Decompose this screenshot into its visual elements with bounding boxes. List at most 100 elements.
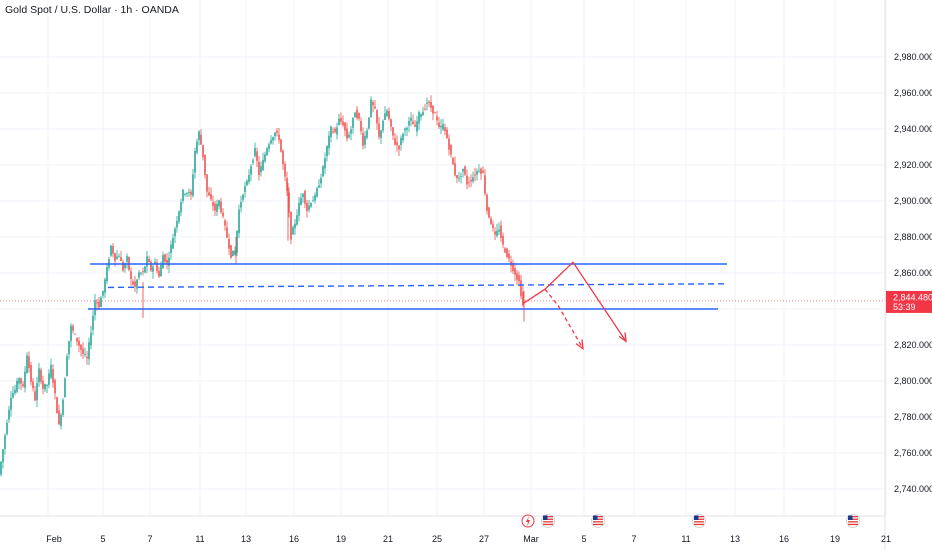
candle-body <box>498 229 500 232</box>
candle-body <box>298 202 300 216</box>
candle-body <box>352 117 354 128</box>
candle-body <box>8 409 10 420</box>
candle-body <box>278 134 280 140</box>
candle-body <box>266 148 268 155</box>
candle-body <box>256 151 258 162</box>
candle-body <box>16 381 18 392</box>
us-flag-event-icon[interactable] <box>591 514 605 528</box>
projection-dashed-path <box>544 288 584 349</box>
candle-body <box>280 139 282 152</box>
candle-body <box>66 356 68 376</box>
candle-body <box>146 256 148 267</box>
us-flag-event-icon[interactable] <box>846 514 860 528</box>
candle-body <box>20 378 22 384</box>
candle-body <box>214 203 216 211</box>
candle-body <box>446 129 448 139</box>
y-tick-label: 2,860.000 <box>894 268 932 278</box>
candle-body <box>194 150 196 173</box>
candle-body <box>104 279 106 293</box>
candle-body <box>320 177 322 184</box>
candle-body <box>288 192 290 213</box>
candle-body <box>162 255 164 269</box>
candle-body <box>80 344 82 350</box>
candle-body <box>390 119 392 127</box>
candle-body <box>42 380 44 389</box>
x-tick-label: Feb <box>46 534 62 544</box>
candle-body <box>324 158 326 169</box>
candle-body <box>486 194 488 211</box>
us-flag-event-icon[interactable] <box>541 514 555 528</box>
projection-path <box>522 261 627 342</box>
candle-body <box>522 292 524 306</box>
candle-body <box>174 228 176 237</box>
candle-body <box>200 134 202 145</box>
x-tick-label: 7 <box>147 534 152 544</box>
candle-body <box>310 203 312 207</box>
candle-body <box>472 177 474 182</box>
candle-body <box>188 192 190 194</box>
candle-body <box>420 114 422 117</box>
candle-body <box>86 356 88 359</box>
candle-body <box>410 117 412 121</box>
y-tick-label: 2,880.000 <box>894 232 932 242</box>
candle-body <box>96 302 98 304</box>
y-tick-label: 2,900.000 <box>894 196 932 206</box>
candle-body <box>496 230 498 236</box>
candle-body <box>394 138 396 145</box>
candle-body <box>462 168 464 172</box>
candle-body <box>154 261 156 265</box>
candle-body <box>242 194 244 200</box>
x-tick-label: 13 <box>241 534 251 544</box>
candle-body <box>62 399 64 415</box>
candle-body <box>270 140 272 144</box>
candle-body <box>168 257 170 266</box>
candle-body <box>474 174 476 176</box>
candle-body <box>366 130 368 138</box>
candle-body <box>332 131 334 133</box>
candle-body <box>358 113 360 119</box>
candle-body <box>380 130 382 138</box>
candle-body <box>448 138 450 150</box>
candle-body <box>216 203 218 212</box>
candle-body <box>116 256 118 259</box>
candle-body <box>76 337 78 342</box>
candle-body <box>70 325 72 341</box>
candle-body <box>518 274 520 282</box>
candle-body <box>124 264 126 269</box>
candle-body <box>400 138 402 145</box>
candle-body <box>252 160 254 163</box>
candle-body <box>144 266 146 273</box>
candle-body <box>262 159 264 171</box>
candle-body <box>126 256 128 262</box>
candle-body <box>444 127 446 132</box>
candle-body <box>418 112 420 124</box>
candle-body <box>364 135 366 145</box>
candle-body <box>14 389 16 394</box>
candle-body <box>340 118 342 122</box>
candle-body <box>102 290 104 296</box>
candle-body <box>2 449 4 463</box>
candle-body <box>50 365 52 378</box>
candle-body <box>148 258 150 263</box>
candle-body <box>258 161 260 176</box>
candle-body <box>436 116 438 121</box>
candle-body <box>354 112 356 118</box>
candle-body <box>282 150 284 165</box>
candle-body <box>318 185 320 188</box>
us-flag-event-icon[interactable] <box>692 514 706 528</box>
candle-body <box>44 383 46 390</box>
candle-body <box>248 175 250 183</box>
candle-body <box>428 101 430 103</box>
candle-body <box>464 166 466 175</box>
candle-body <box>424 108 426 110</box>
y-tick-label: 2,780.000 <box>894 412 932 422</box>
lightning-event-icon[interactable] <box>521 514 535 528</box>
current-price-tag <box>886 290 932 313</box>
candle-body <box>322 166 324 177</box>
y-tick-label: 2,980.000 <box>894 52 932 62</box>
x-tick-label: 21 <box>383 534 393 544</box>
candle-body <box>268 144 270 149</box>
candle-body <box>236 230 238 253</box>
